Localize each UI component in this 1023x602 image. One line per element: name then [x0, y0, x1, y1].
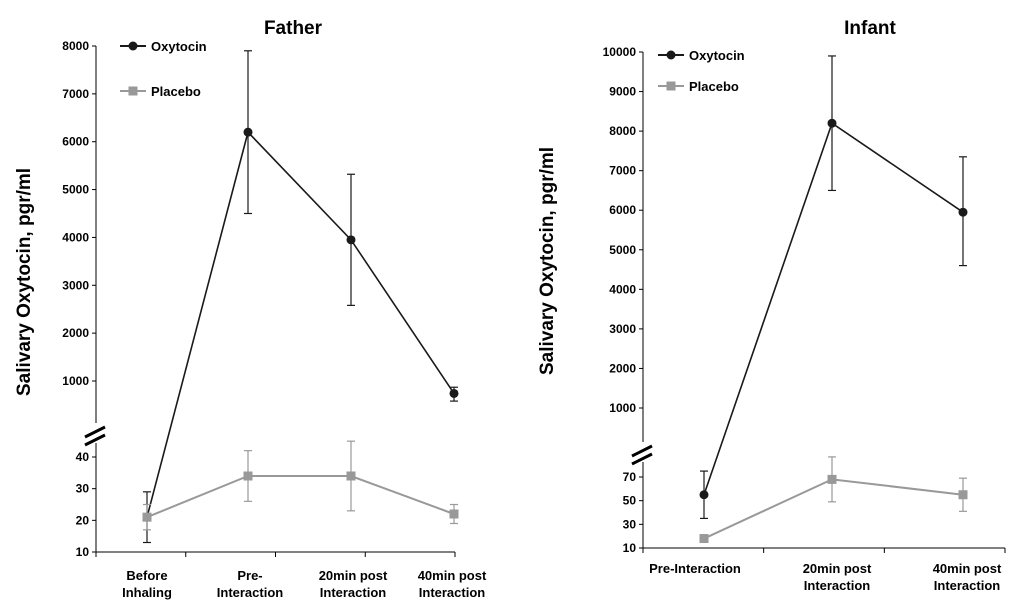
legend-label: Placebo	[151, 84, 201, 99]
oxytocin-point	[346, 235, 356, 245]
y-tick-label: 4000	[62, 230, 89, 244]
legend-label: Oxytocin	[151, 39, 207, 54]
placebo-point	[699, 534, 709, 544]
y-tick-label: 1000	[609, 401, 636, 415]
legend-label: Placebo	[689, 79, 739, 94]
placebo-point	[243, 471, 253, 481]
oxytocin-series-line	[703, 121, 964, 496]
y-tick-label: 5000	[62, 183, 89, 197]
y-tick-label: 7000	[609, 164, 636, 178]
axis-break-mark	[631, 444, 653, 458]
placebo-point	[346, 471, 356, 481]
placebo-point	[958, 490, 968, 500]
y-tick-label: 3000	[62, 278, 89, 292]
x-tick-label: 20min post Interaction	[319, 568, 388, 600]
oxytocin-point	[243, 127, 253, 137]
oxytocin-point	[699, 490, 709, 500]
y-tick-label: 1000	[62, 374, 89, 388]
legend-marker	[128, 41, 138, 51]
y-tick-label: 4000	[609, 282, 636, 296]
y-tick-label: 2000	[62, 326, 89, 340]
y-tick-label: 20	[76, 513, 90, 527]
x-tick-label: Before Inhaling	[122, 568, 172, 600]
y-tick-label: 2000	[609, 361, 636, 375]
legend-marker	[666, 81, 676, 91]
y-tick-label: 6000	[609, 203, 636, 217]
y-tick-label: 3000	[609, 322, 636, 336]
y-tick-label: 30	[76, 482, 90, 496]
x-tick-label: 40min post Interaction	[933, 561, 1002, 593]
placebo-point	[827, 474, 837, 484]
placebo-series-line	[703, 478, 964, 540]
legend-label: Oxytocin	[689, 48, 745, 63]
y-tick-label: 50	[623, 494, 637, 508]
axis-break-mark	[84, 433, 106, 447]
y-tick-label: 70	[623, 470, 637, 484]
y-tick-label: 10	[623, 541, 637, 555]
oxytocin-series-line	[146, 130, 455, 518]
y-tick-label: 9000	[609, 85, 636, 99]
axis-break-mark	[84, 425, 106, 439]
y-tick-label: 10000	[603, 45, 637, 59]
oxytocin-point	[958, 207, 968, 217]
axis-break-mark	[631, 452, 653, 466]
placebo-point	[142, 512, 152, 522]
x-tick-label: 20min post Interaction	[803, 561, 872, 593]
placebo-point	[449, 509, 459, 519]
x-tick-label: 40min post Interaction	[418, 568, 487, 600]
y-axis-label: Salivary Oxytocin, pgr/ml	[537, 147, 558, 375]
x-tick-label: Pre-Interaction	[217, 568, 284, 600]
y-tick-label: 5000	[609, 243, 636, 257]
placebo-series-line	[146, 475, 455, 519]
y-tick-label: 10	[76, 545, 90, 559]
y-tick-label: 40	[76, 450, 90, 464]
chart-title: Infant	[844, 18, 896, 39]
x-tick-label: Pre-Interaction	[649, 561, 741, 576]
y-tick-label: 6000	[62, 135, 89, 149]
oxytocin-point	[827, 118, 837, 128]
y-tick-label: 7000	[62, 87, 89, 101]
father-panel: Father Salivary Oxytocin, pgr/ml 1000 200…	[14, 18, 487, 600]
y-axis-label: Salivary Oxytocin, pgr/ml	[14, 168, 35, 396]
legend-marker	[128, 86, 138, 96]
chart-title: Father	[264, 18, 323, 39]
oxytocin-point	[449, 388, 459, 398]
y-tick-label: 30	[623, 517, 637, 531]
legend-marker	[666, 50, 676, 60]
y-tick-label: 8000	[609, 124, 636, 138]
infant-panel: Infant Salivary Oxytocin, pgr/ml 1000 200…	[537, 18, 1006, 593]
y-tick-label: 8000	[62, 39, 89, 53]
